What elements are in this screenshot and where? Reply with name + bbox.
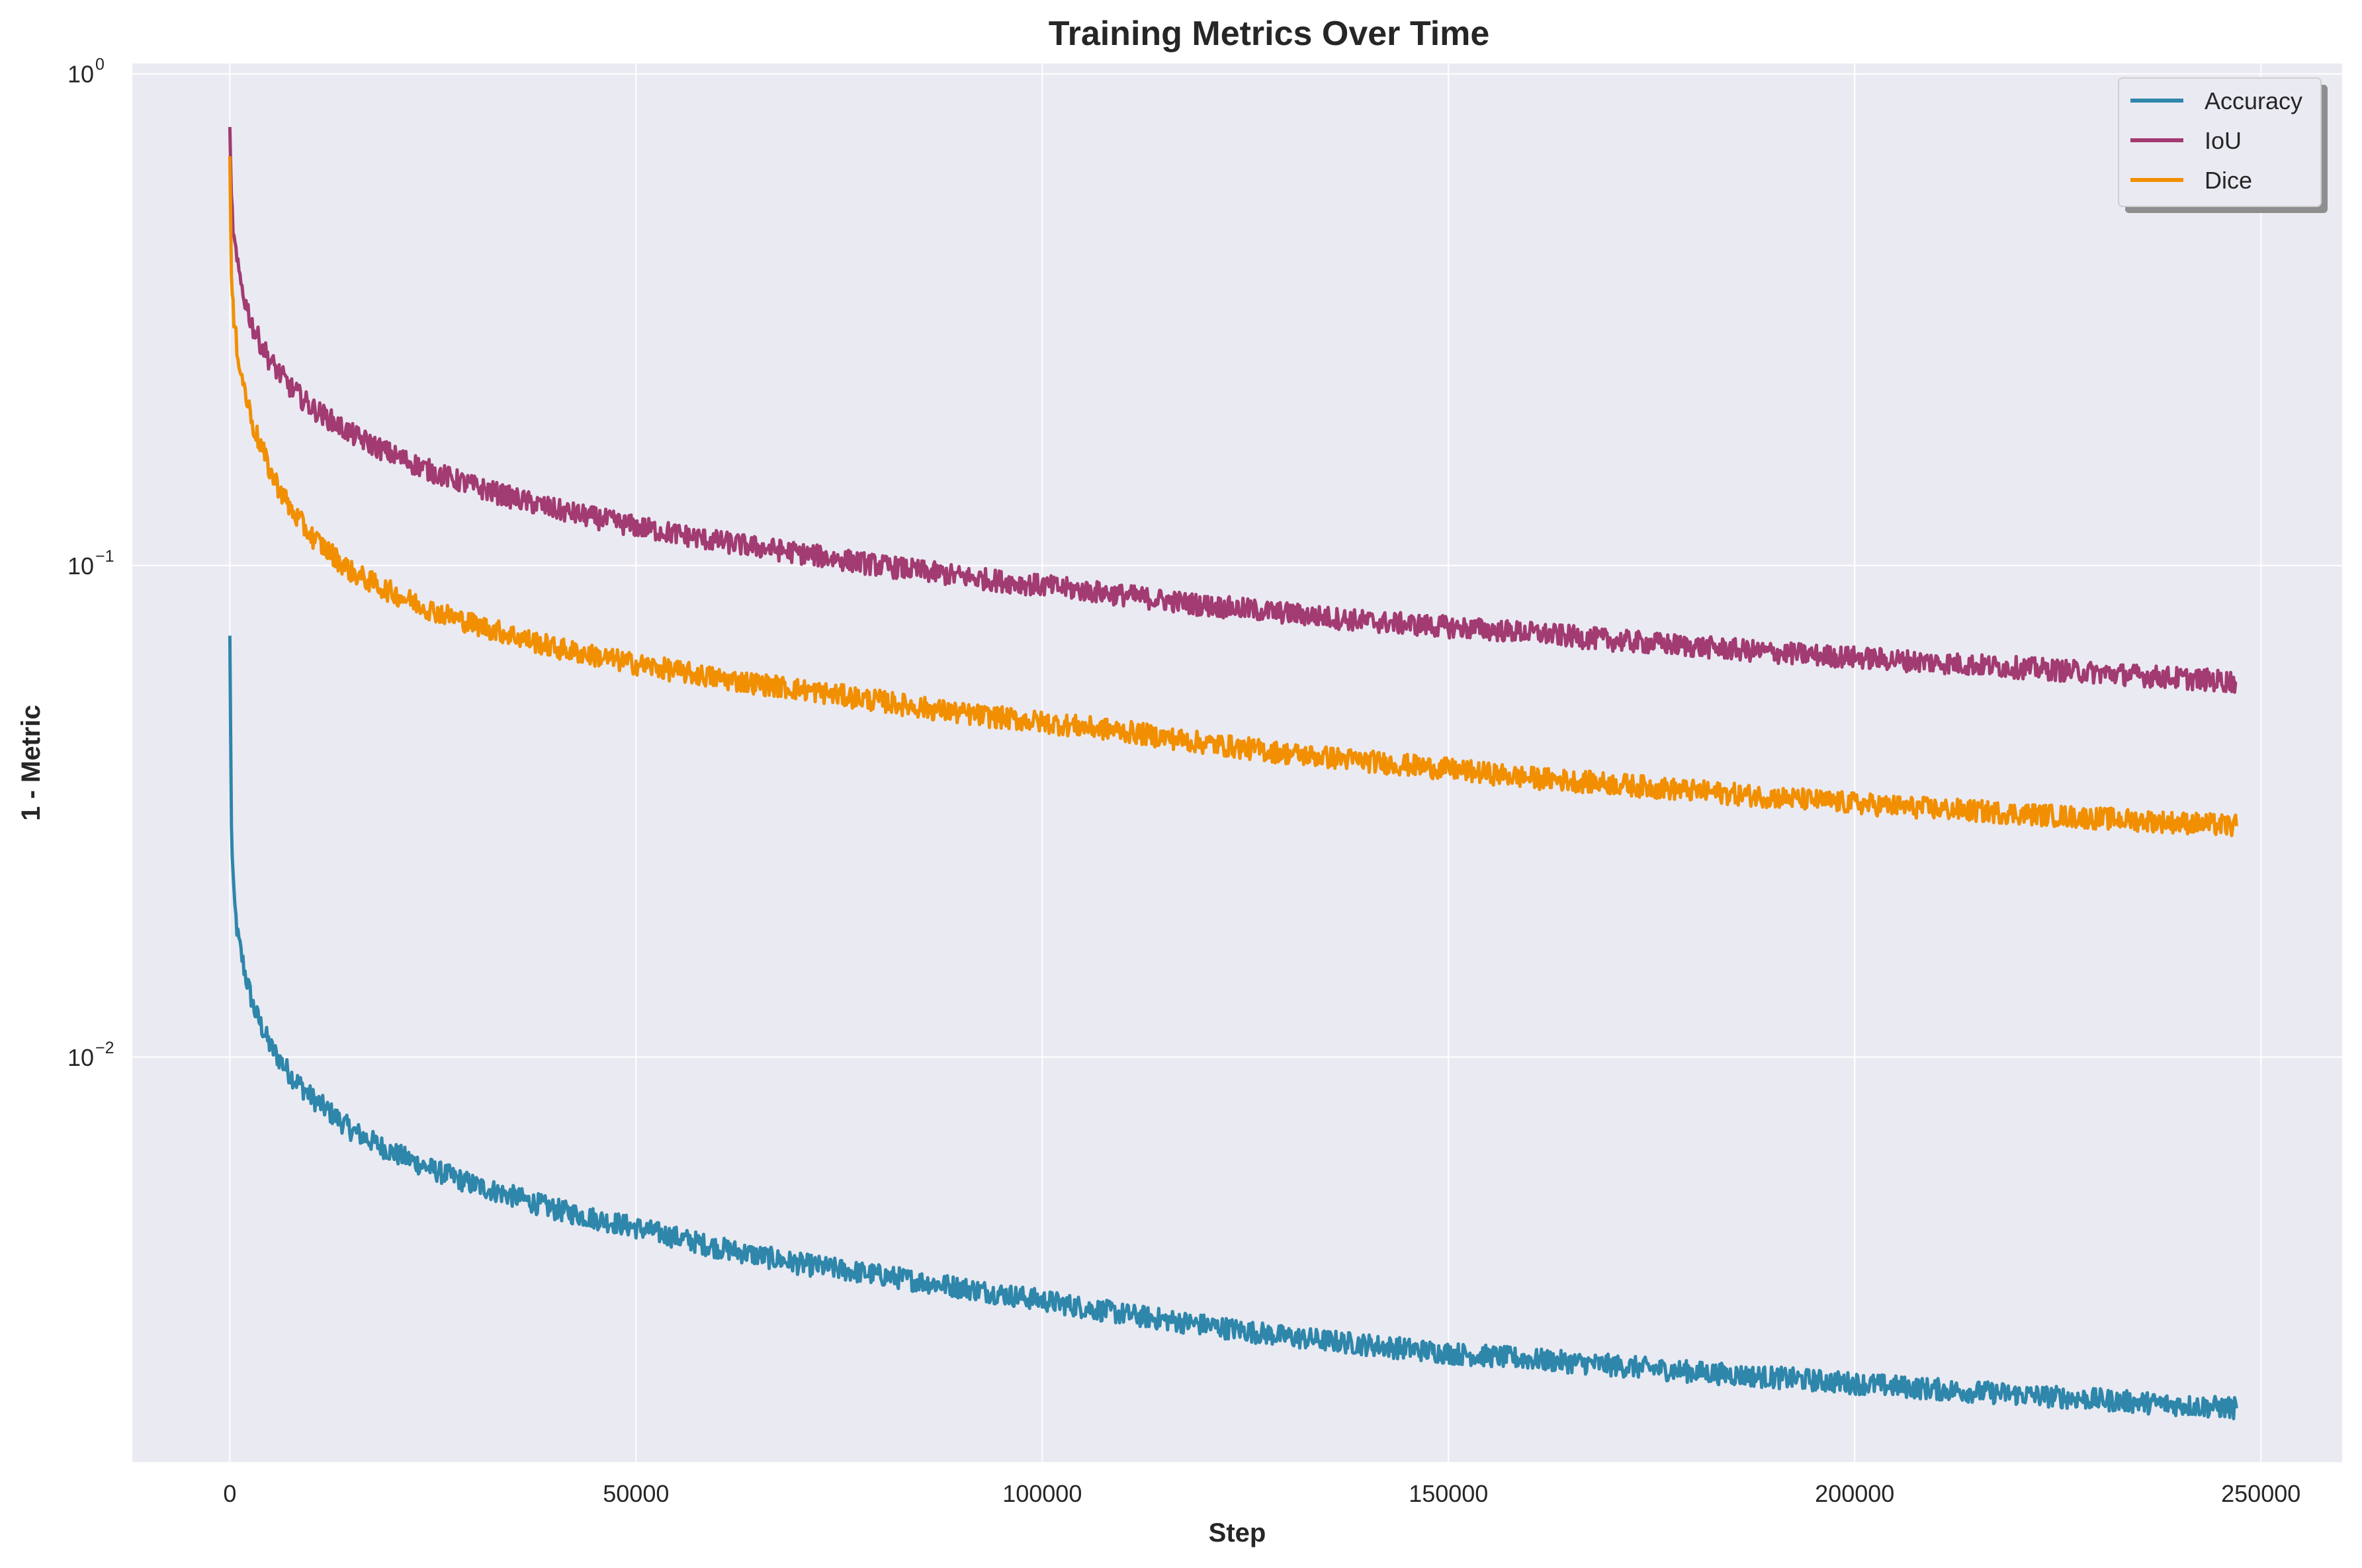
series-line-iou bbox=[228, 126, 2238, 694]
y-tick-base: 10 bbox=[67, 1044, 94, 1071]
y-axis-label: 1 - Metric bbox=[17, 705, 46, 821]
series-line-accuracy bbox=[228, 635, 2238, 1420]
legend: Accuracy IoU Dice bbox=[2118, 77, 2328, 213]
x-tick-label: 0 bbox=[223, 1480, 236, 1507]
x-tick-label: 150000 bbox=[1409, 1480, 1488, 1507]
y-tick-label: 10 bbox=[67, 61, 94, 88]
y-tick-exponent: −1 bbox=[95, 547, 114, 566]
plot-background bbox=[132, 64, 2342, 1462]
y-tick-exponent: 0 bbox=[95, 56, 105, 74]
x-axis-label: Step bbox=[1209, 1518, 1266, 1547]
legend-label-accuracy: Accuracy bbox=[2205, 87, 2302, 114]
series-line-dice bbox=[228, 156, 2238, 838]
y-tick-base: 10 bbox=[67, 552, 94, 580]
x-tick-label: 200000 bbox=[1815, 1480, 1894, 1507]
x-tick-label: 50000 bbox=[603, 1480, 669, 1507]
x-tick-label: 250000 bbox=[2221, 1480, 2300, 1507]
y-tick-exponent: −2 bbox=[95, 1039, 114, 1057]
x-ticks: 0 50000 100000 150000 200000 250000 bbox=[223, 1480, 2300, 1507]
chart-title: Training Metrics Over Time bbox=[1049, 15, 1490, 53]
legend-label-iou: IoU bbox=[2205, 127, 2242, 154]
y-tick-label: 10 bbox=[67, 1044, 94, 1071]
legend-box bbox=[2118, 77, 2322, 207]
y-tick-label: 10 bbox=[67, 552, 94, 580]
x-tick-label: 100000 bbox=[1002, 1480, 1082, 1507]
grid bbox=[132, 64, 2342, 1462]
series-group bbox=[228, 126, 2238, 1420]
y-tick-base: 10 bbox=[67, 61, 94, 88]
legend-label-dice: Dice bbox=[2205, 167, 2252, 194]
